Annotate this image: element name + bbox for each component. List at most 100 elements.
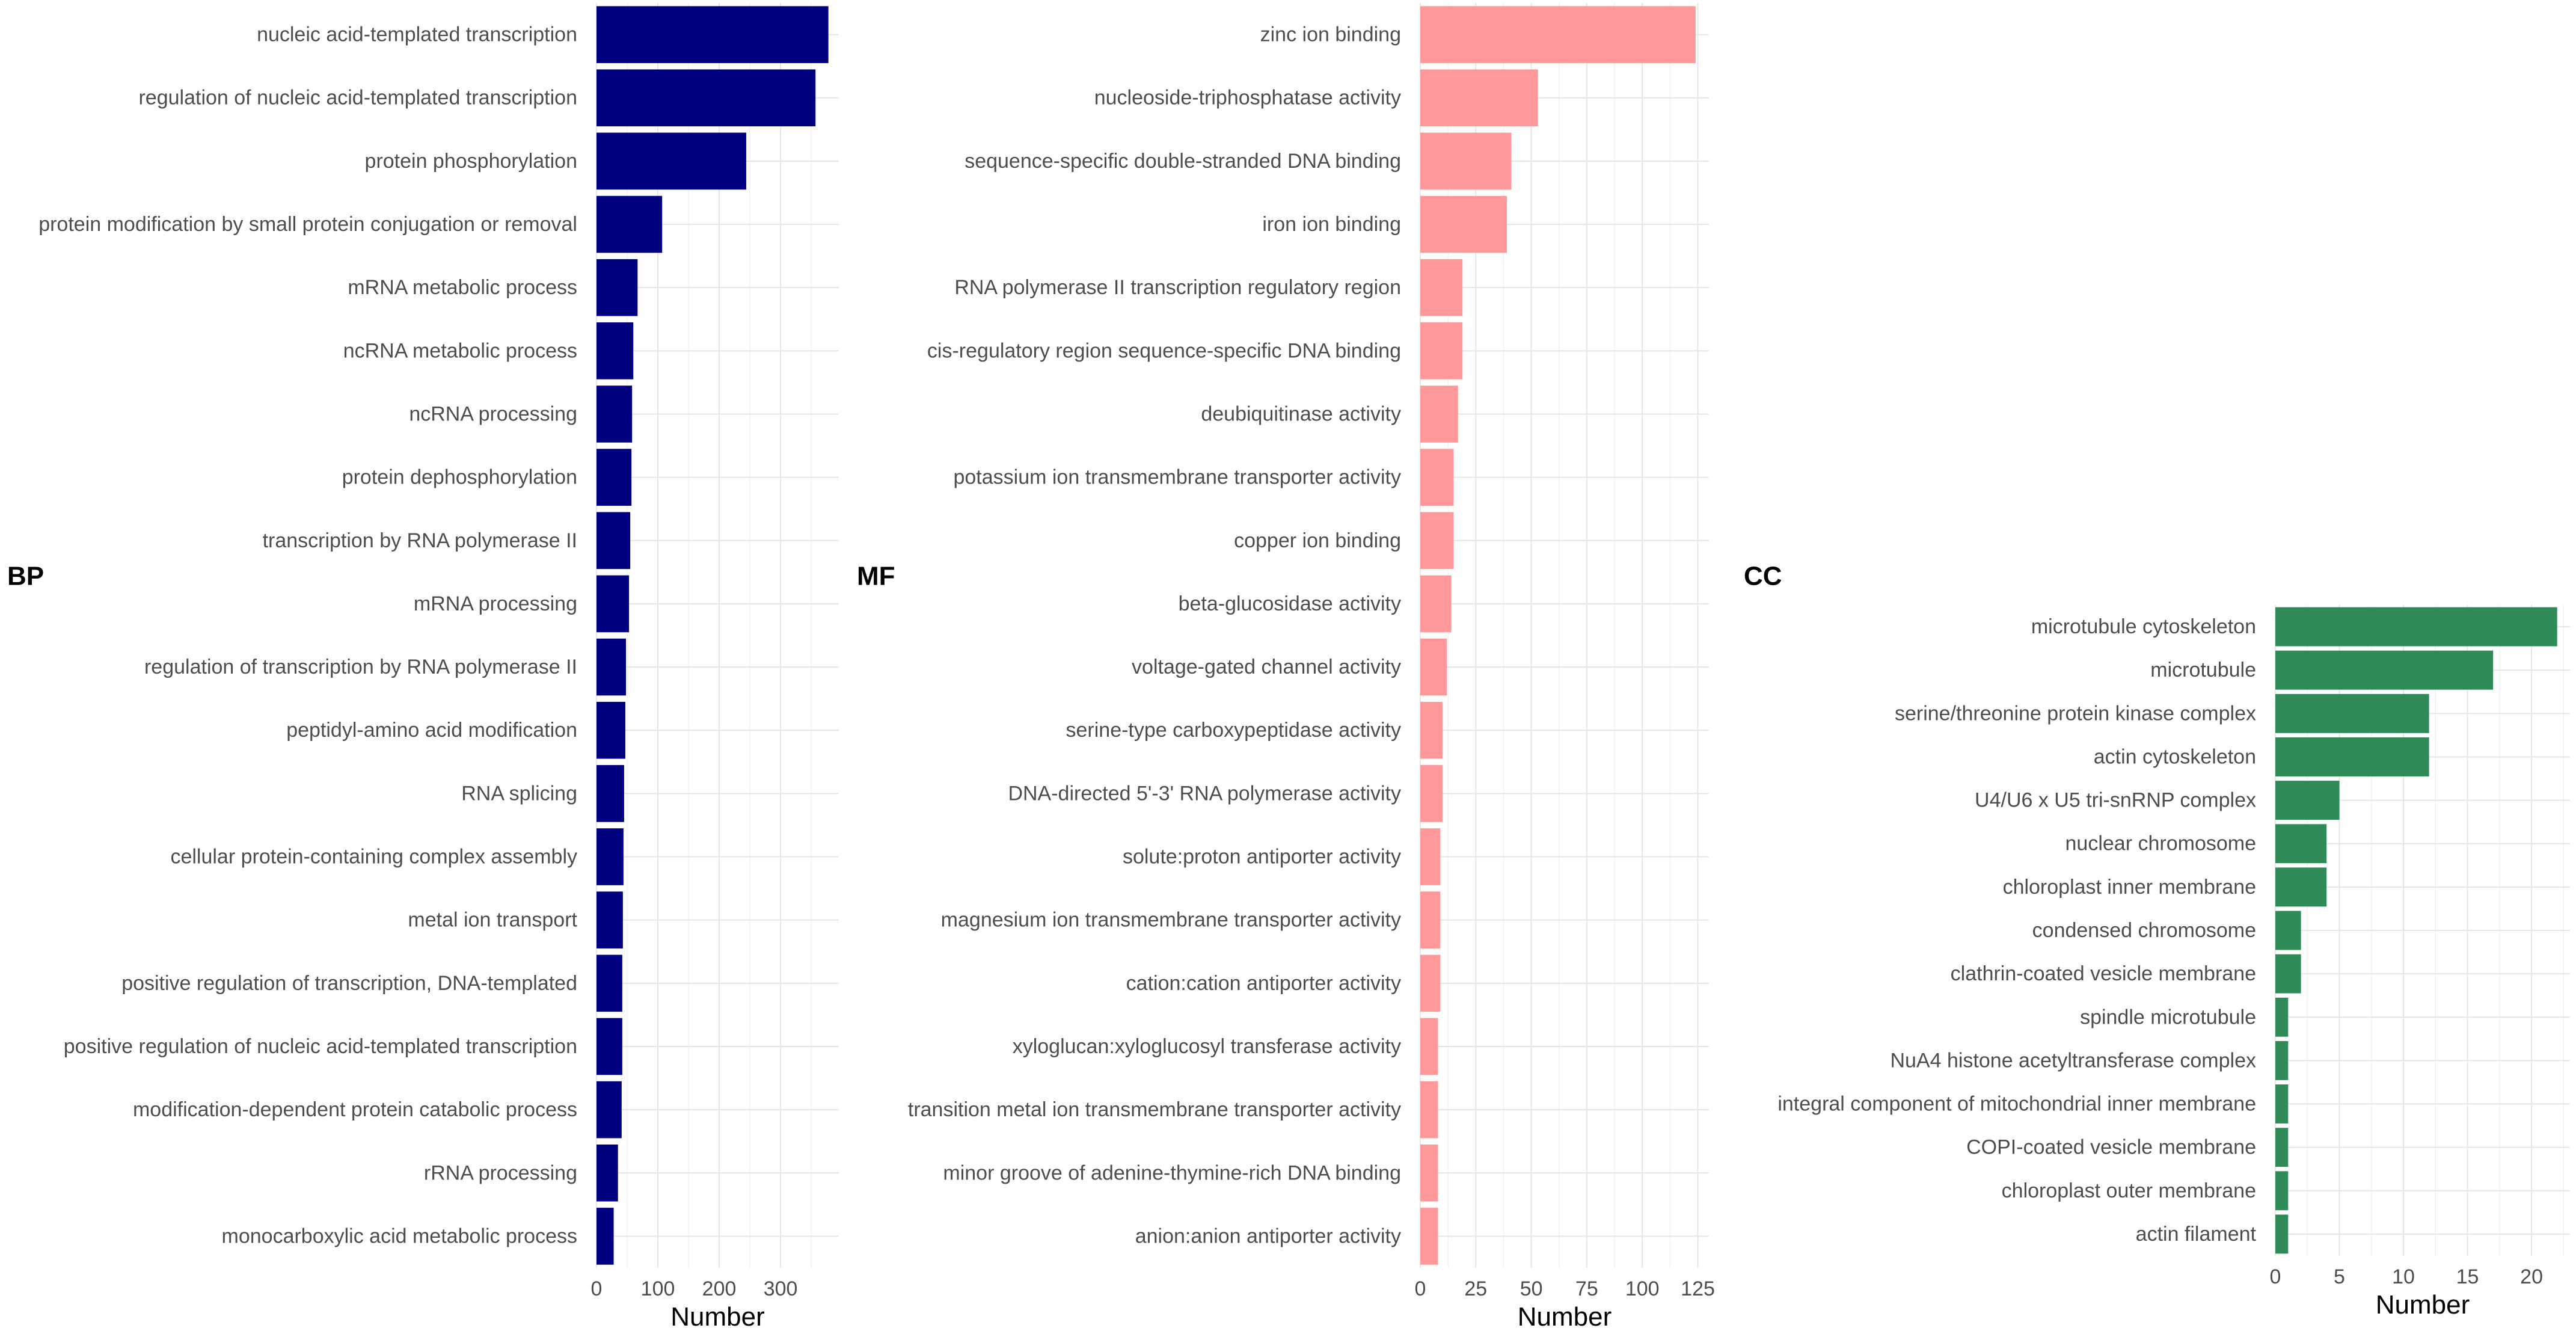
category-label: RNA splicing [461,782,577,805]
x-tick-label: 200 [702,1277,737,1300]
bar [596,1208,614,1265]
bar [596,69,816,127]
category-label: cellular protein-containing complex asse… [170,846,577,868]
category-label: microtubule [2150,659,2256,681]
bar [1420,512,1454,570]
category-label: chloroplast outer membrane [2002,1179,2256,1202]
bar [2275,693,2429,733]
bar [1420,195,1507,253]
bar [2275,781,2340,820]
category-label: anion:anion antiporter activity [1135,1225,1401,1247]
x-axis-title: Number [670,1302,765,1332]
category-label: rRNA processing [424,1161,577,1184]
bar [2275,1171,2289,1211]
x-tick-label: 75 [1575,1277,1598,1300]
category-label: voltage-gated channel activity [1132,656,1401,678]
bar [1420,449,1454,506]
category-label: monocarboxylic acid metabolic process [222,1225,577,1247]
bar [596,1018,622,1075]
bar [2275,1214,2289,1254]
bar [1420,638,1447,696]
x-tick-label: 25 [1464,1277,1487,1300]
bar [2275,737,2429,776]
bar [1420,322,1463,380]
x-tick-label: 15 [2456,1265,2479,1288]
category-label: COPI-coated vesicle membrane [1966,1136,2256,1159]
bar [596,6,829,63]
category-label: transition metal ion transmembrane trans… [908,1098,1401,1121]
category-label: spindle microtubule [2080,1006,2256,1028]
bar [2275,1040,2289,1080]
cc-panel: microtubule cytoskeleton microtubule serin… [1744,562,2570,1320]
bar [2275,911,2301,950]
x-axis-title: Number [2376,1290,2470,1320]
category-label: nucleic acid-templated transcription [257,23,577,46]
category-label: integral component of mitochondrial inne… [1777,1093,2256,1116]
category-label: solute:proton antiporter activity [1123,846,1401,868]
category-label: serine/threonine protein kinase complex [1895,702,2256,725]
category-label: potassium ion transmembrane transporter … [953,466,1401,489]
bp-panel: nucleic acid-templated transcription regu… [7,3,839,1332]
bar [2275,997,2289,1037]
bar [596,322,634,380]
category-label: chloroplast inner membrane [2003,876,2256,899]
bar [596,575,630,633]
category-label: U4/U6 x U5 tri-snRNP complex [1975,789,2256,812]
bar [1420,6,1696,63]
category-label: peptidyl-amino acid modification [286,719,577,742]
category-label: actin filament [2136,1223,2257,1246]
category-label: regulation of transcription by RNA polym… [144,656,577,678]
bar [1420,69,1538,127]
category-label: protein modification by small protein co… [38,213,577,236]
bar [1420,1208,1438,1265]
category-label: xyloglucan:xyloglucosyl transferase acti… [1013,1035,1401,1058]
bar [2275,1084,2289,1123]
bar [1420,828,1441,885]
category-label: mRNA processing [414,592,577,615]
category-label: DNA-directed 5'-3' RNA polymerase activi… [1008,782,1401,805]
bar [1420,1018,1438,1075]
category-label: serine-type carboxypeptidase activity [1066,719,1402,742]
category-label: mRNA metabolic process [348,276,577,299]
bar [2275,824,2327,864]
panel-label: MF [857,562,895,591]
bar [596,449,632,506]
category-label: ncRNA metabolic process [343,339,577,362]
bar [1420,891,1441,948]
bar [1420,1144,1438,1202]
bar [1420,701,1443,759]
bar [596,765,624,822]
bar [2275,650,2494,690]
bar [596,954,622,1012]
bar [596,828,624,885]
category-label: positive regulation of nucleic acid-temp… [64,1035,577,1058]
category-label: zinc ion binding [1260,23,1401,46]
x-tick-label: 20 [2520,1265,2543,1288]
x-tick-label: 100 [641,1277,675,1300]
panel-label: BP [7,562,44,591]
bar [1420,132,1512,190]
bar [2275,867,2327,907]
category-label: beta-glucosidase activity [1179,592,1401,615]
x-tick-label: 300 [764,1277,798,1300]
bar [1420,575,1452,633]
category-label: nucleoside-triphosphatase activity [1094,87,1401,109]
bar [1420,765,1443,822]
category-label: NuA4 histone acetyltransferase complex [1890,1049,2256,1072]
category-label: nuclear chromosome [2065,832,2256,855]
bar [2275,1128,2289,1167]
x-tick-label: 0 [1415,1277,1426,1300]
bar [1420,259,1463,316]
bar [596,512,631,570]
bar [2275,954,2301,994]
category-label: magnesium ion transmembrane transporter … [941,909,1401,932]
bar [596,1081,622,1139]
mf-panel: zinc ion binding nucleoside-triphosphatas… [857,3,1715,1332]
category-label: ncRNA processing [409,402,577,425]
x-tick-label: 0 [591,1277,603,1300]
bar [596,701,625,759]
x-tick-label: 125 [1681,1277,1715,1300]
bar [1420,386,1458,443]
x-tick-label: 5 [2334,1265,2345,1288]
